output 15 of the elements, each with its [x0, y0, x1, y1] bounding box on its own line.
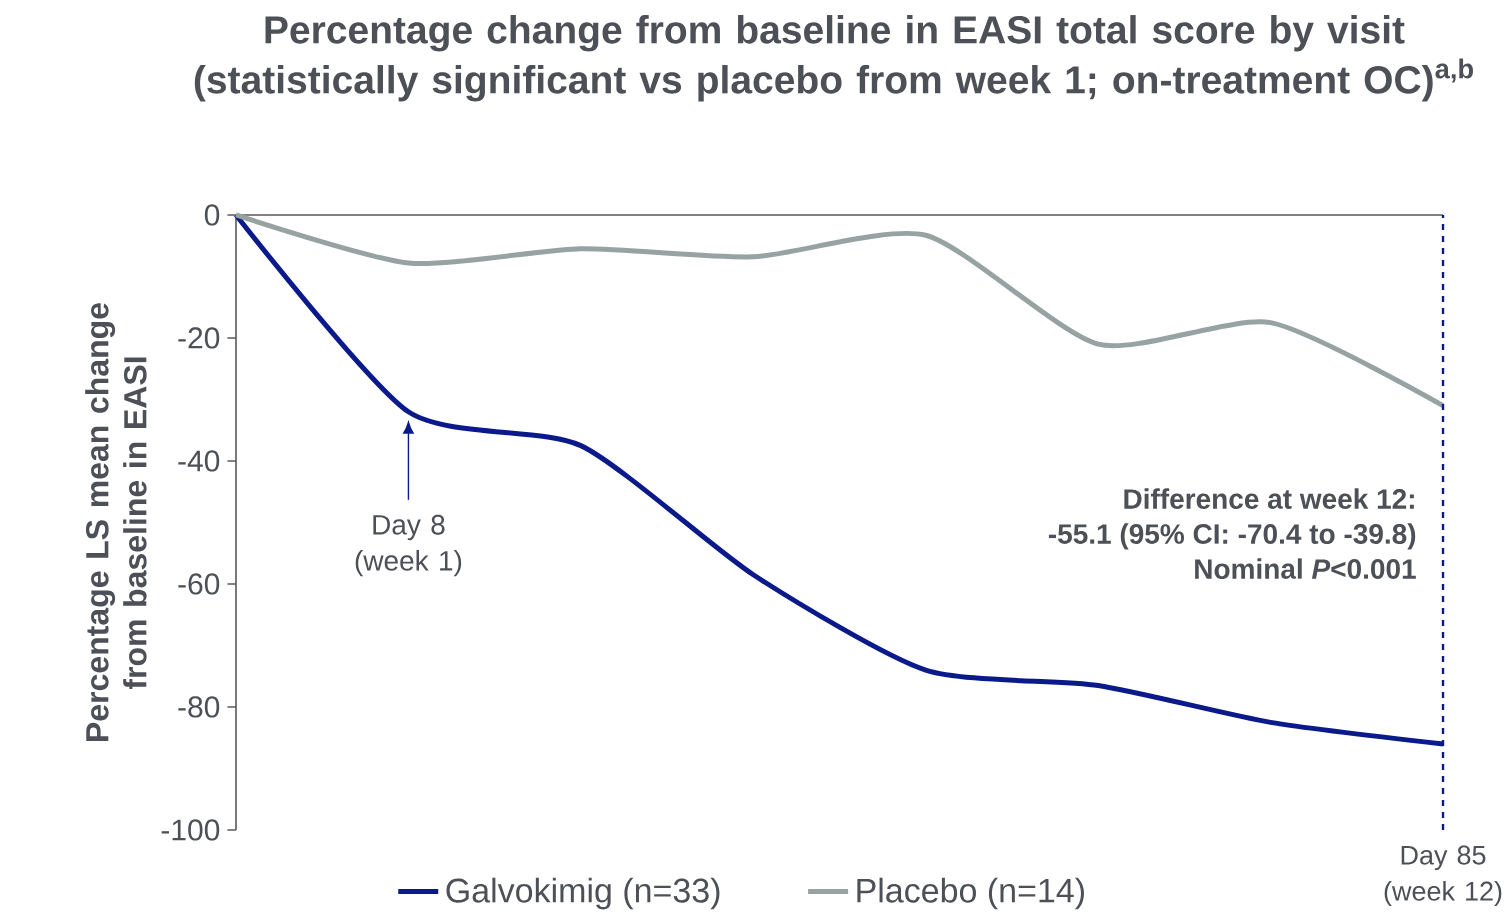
annotation: Difference at week 12:: [1124, 488, 1414, 509]
y-tick-label: -80: [178, 696, 220, 718]
annotation: Nominal P<0.001: [1195, 558, 1416, 579]
legend-label: Placebo (n=14): [857, 877, 1084, 910]
y-tick-label: -60: [178, 573, 220, 595]
y-tick-label: -20: [178, 327, 220, 349]
annotation: Day 8 (week 1): [355, 514, 462, 577]
chart-title: Percentage change from baseline in EASI total score by visit (statistically significant vs placebo from week 1; on-treatment OC)$^{a,b}$: [194, 15, 1473, 102]
legend-label: Galvokimig (n=33): [446, 877, 720, 910]
y-axis-title: Percentage LS mean change from baseline in EASI: [85, 303, 147, 741]
x-tick-label: Day 85 (week 12): [1384, 845, 1502, 907]
y-tick-label: -40: [178, 450, 220, 472]
y-tick-label: -100: [161, 819, 220, 841]
annotation: -55.1 (95% CI: -70.4 to -39.8): [1048, 523, 1416, 550]
y-tick-label: 0: [204, 204, 220, 226]
